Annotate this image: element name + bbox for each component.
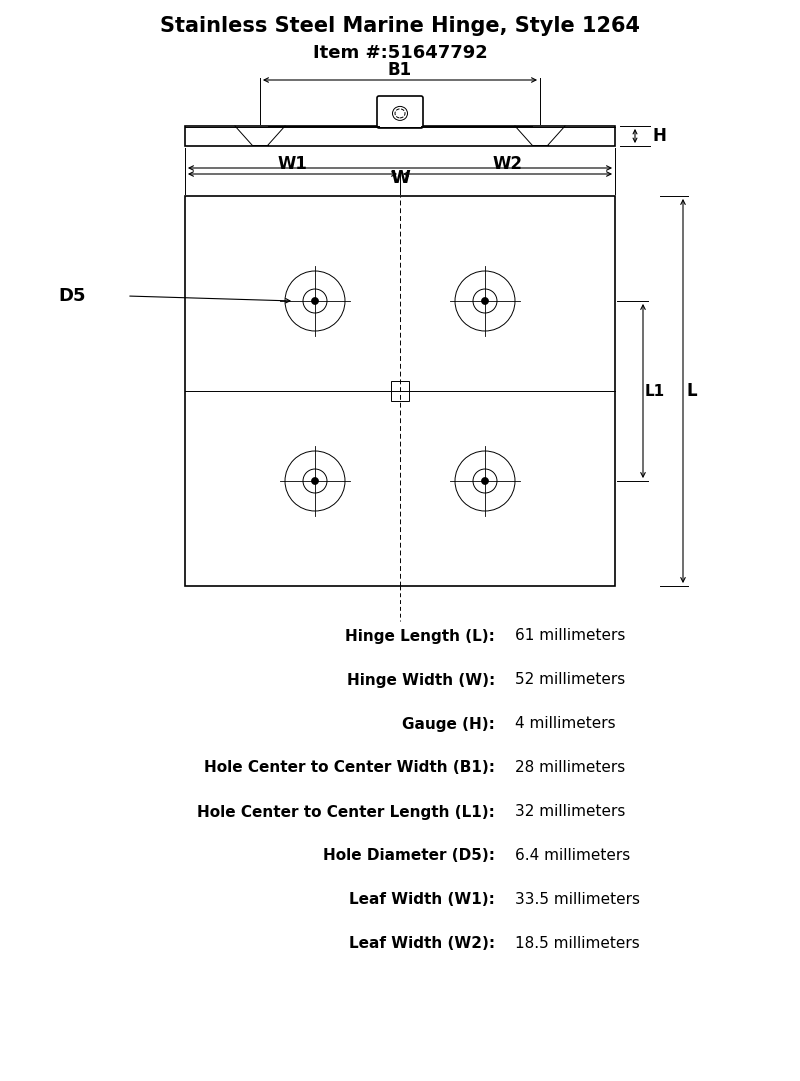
Text: 52 millimeters: 52 millimeters (515, 672, 626, 688)
Circle shape (482, 478, 489, 484)
Text: L1: L1 (645, 384, 665, 399)
Text: Gauge (H):: Gauge (H): (402, 717, 495, 732)
Bar (185, 196, 615, 586)
Text: Hinge Width (W):: Hinge Width (W): (346, 672, 495, 688)
Circle shape (473, 289, 497, 313)
Text: W: W (390, 169, 410, 187)
Text: B1: B1 (388, 61, 412, 79)
FancyBboxPatch shape (377, 96, 423, 128)
Text: D5: D5 (58, 286, 86, 305)
Text: Hole Center to Center Width (B1):: Hole Center to Center Width (B1): (204, 761, 495, 775)
Circle shape (455, 451, 515, 511)
Circle shape (473, 469, 497, 493)
Text: Hole Diameter (D5):: Hole Diameter (D5): (323, 849, 495, 864)
Circle shape (311, 478, 318, 484)
Text: Hinge Length (L):: Hinge Length (L): (345, 628, 495, 643)
Circle shape (482, 297, 489, 305)
Ellipse shape (395, 109, 405, 118)
Text: Leaf Width (W2):: Leaf Width (W2): (349, 936, 495, 951)
Circle shape (311, 297, 318, 305)
Text: 33.5 millimeters: 33.5 millimeters (515, 893, 640, 908)
Text: Stainless Steel Marine Hinge, Style 1264: Stainless Steel Marine Hinge, Style 1264 (160, 16, 640, 36)
Text: 4 millimeters: 4 millimeters (515, 717, 616, 732)
Text: Hole Center to Center Length (L1):: Hole Center to Center Length (L1): (197, 804, 495, 819)
Text: W2: W2 (493, 155, 522, 173)
Circle shape (303, 289, 327, 313)
Circle shape (285, 271, 345, 331)
Text: W1: W1 (278, 155, 307, 173)
Text: 32 millimeters: 32 millimeters (515, 804, 626, 819)
Text: L: L (687, 382, 698, 400)
Bar (391, 381, 409, 401)
Text: Item #:51647792: Item #:51647792 (313, 44, 487, 62)
Bar (185, 126, 615, 146)
Text: 18.5 millimeters: 18.5 millimeters (515, 936, 640, 951)
Text: Leaf Width (W1):: Leaf Width (W1): (349, 893, 495, 908)
Text: H: H (653, 126, 667, 145)
Text: 61 millimeters: 61 millimeters (515, 628, 626, 643)
Circle shape (455, 271, 515, 331)
Text: 28 millimeters: 28 millimeters (515, 761, 626, 775)
Ellipse shape (393, 106, 407, 120)
Circle shape (303, 469, 327, 493)
Text: 6.4 millimeters: 6.4 millimeters (515, 849, 630, 864)
Circle shape (285, 451, 345, 511)
